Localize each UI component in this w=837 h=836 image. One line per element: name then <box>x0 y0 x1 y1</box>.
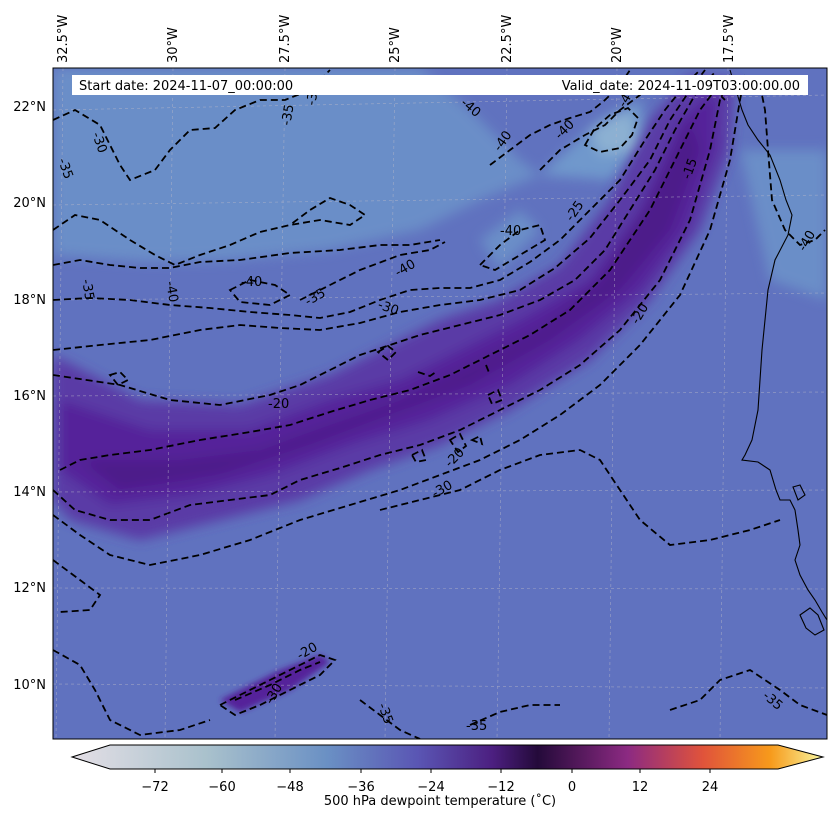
valid-date-label: Valid_date: 2024-11-09T03:00:00.00 <box>562 79 800 94</box>
map-frame <box>52 67 828 740</box>
colorbar-tick-label: −24 <box>417 780 444 795</box>
lat-label: 22°N <box>13 100 46 115</box>
contour-label: -35 <box>78 278 96 302</box>
contour-label: -35 <box>466 719 487 734</box>
colorbar-ticks <box>154 769 711 773</box>
contour-lines <box>53 69 827 739</box>
colorbar-tick-label: −36 <box>347 780 374 795</box>
colorbar-tick-label: −48 <box>276 780 303 795</box>
lon-label: 22.5°W <box>500 15 515 63</box>
contour-label: -40 <box>241 275 262 290</box>
lon-label: 20°W <box>610 27 625 63</box>
lon-label: 25°W <box>388 27 403 63</box>
contour-label: -35 <box>279 103 297 127</box>
map-panel: -30 -35 -35 -30 -35 -40 -40 -40 -40 -40 … <box>53 68 827 739</box>
lat-label: 18°N <box>13 293 46 308</box>
header-strip <box>72 75 808 95</box>
contour-label: -20 <box>268 397 289 412</box>
lon-label: 17.5°W <box>722 15 737 63</box>
colorbar-body <box>70 744 825 770</box>
contour-label: -35 <box>374 701 395 726</box>
colorbar-tick-label: 12 <box>632 780 649 795</box>
contour-label: -40 <box>500 224 521 239</box>
start-date-label: Start date: 2024-11-07_00:00:00 <box>79 79 293 94</box>
moist-band-shading <box>53 75 735 540</box>
lon-label: 32.5°W <box>56 15 71 63</box>
contour-label: -15 <box>680 156 701 181</box>
graticule <box>53 68 827 739</box>
lat-label: 14°N <box>13 485 46 500</box>
lat-label: 10°N <box>13 678 46 693</box>
lat-label: 12°N <box>13 581 46 596</box>
longitude-labels: 32.5°W 30°W 27.5°W 25°W 22.5°W 20°W 17.5… <box>56 15 737 63</box>
contour-label: -30 <box>376 298 401 319</box>
colorbar: −72 −60 −48 −36 −24 −12 0 12 24 500 hPa … <box>70 744 825 809</box>
latitude-labels: 22°N 20°N 18°N 16°N 14°N 12°N 10°N <box>13 100 46 693</box>
lat-label: 16°N <box>13 389 46 404</box>
lon-label: 30°W <box>166 27 181 63</box>
colorbar-tick-label: 24 <box>702 780 719 795</box>
contour-label: -40 <box>162 280 180 304</box>
coastline <box>729 69 827 636</box>
contour-label: -35 <box>54 156 75 181</box>
colorbar-tick-label: 0 <box>568 780 576 795</box>
colorbar-tick-label: −72 <box>141 780 168 795</box>
contour-label: -30 <box>88 130 109 155</box>
colorbar-title: 500 hPa dewpoint temperature (˚C) <box>324 793 556 809</box>
lat-label: 20°N <box>13 196 46 211</box>
lon-label: 27.5°W <box>278 15 293 63</box>
colorbar-tick-label: −60 <box>208 780 235 795</box>
colorbar-tick-label: −12 <box>487 780 514 795</box>
